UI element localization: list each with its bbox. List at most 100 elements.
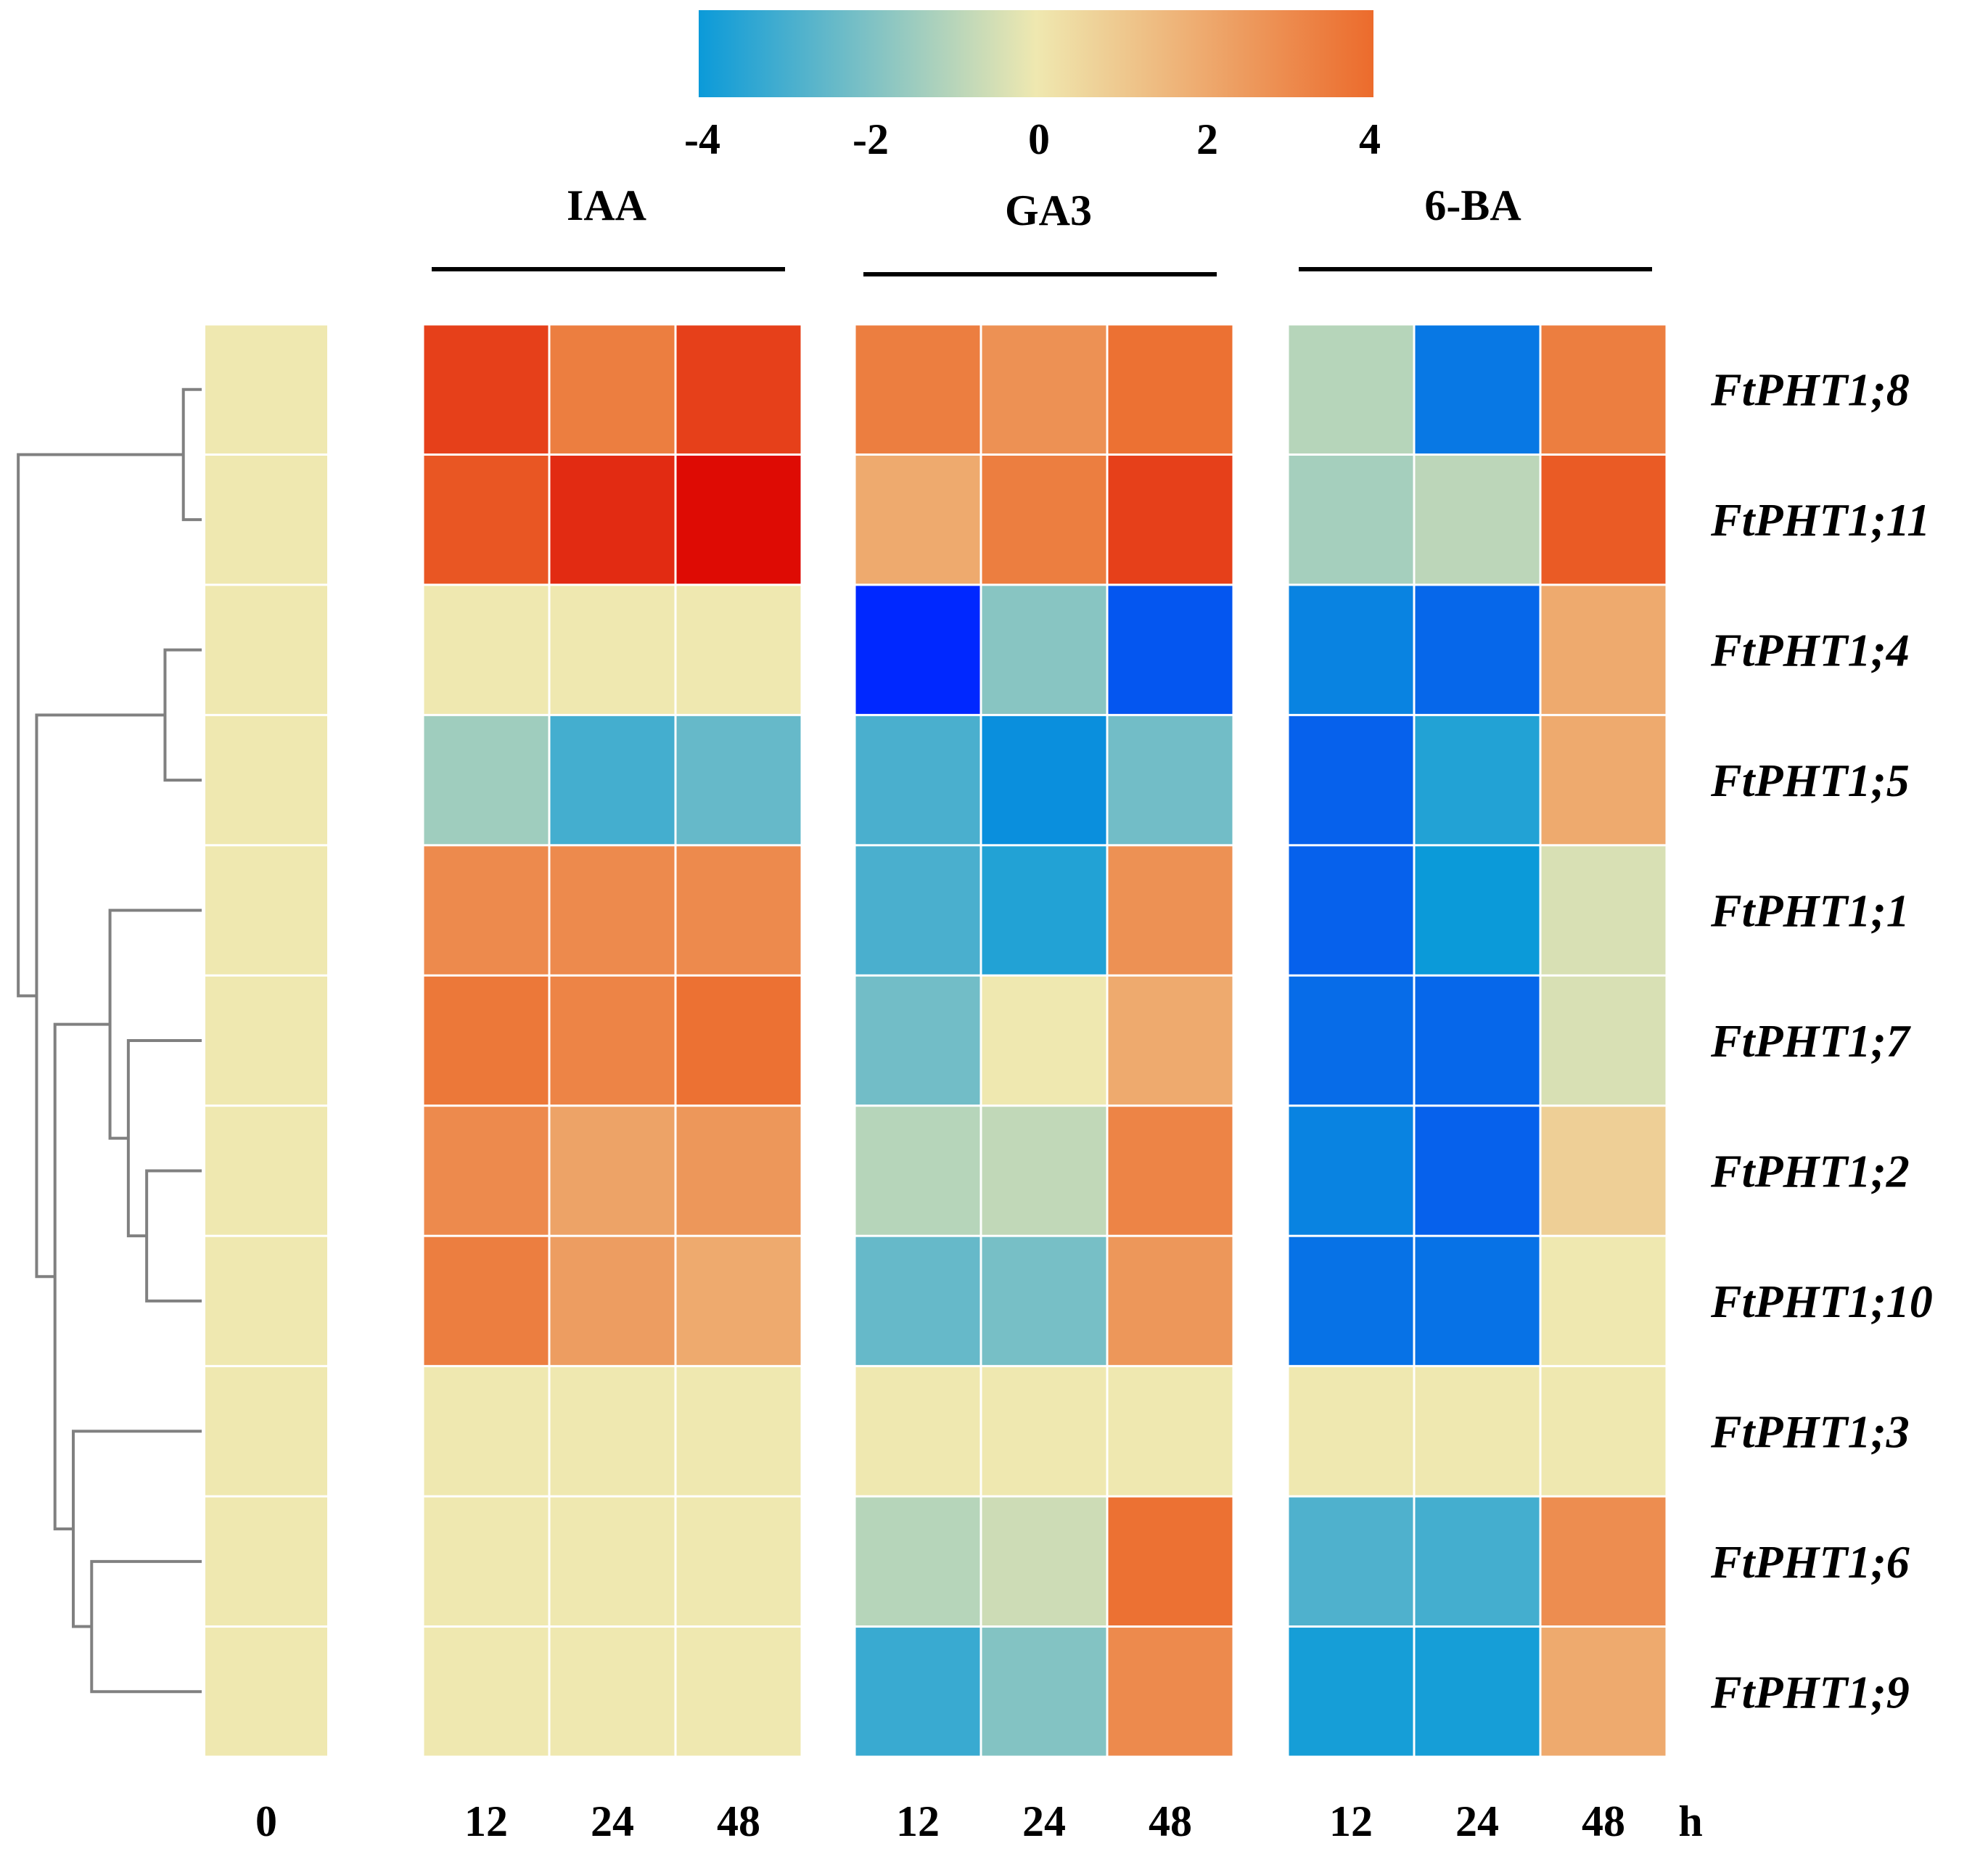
heatmap-cell	[1289, 715, 1413, 845]
gene-labels: FtPHT1;8 FtPHT1;11 FtPHT1;4 FtPHT1;5 FtPHT1;…	[1710, 364, 1933, 1718]
control-cell	[205, 455, 327, 584]
control-cell	[205, 1236, 327, 1366]
group-label-ga3: GA3	[1005, 186, 1092, 234]
time-label: 48	[1149, 1797, 1192, 1845]
heatmap-cell	[855, 325, 980, 454]
heatmap-cell	[1289, 1497, 1413, 1626]
heatmap-cell	[424, 586, 549, 714]
dendrogram-branch	[90, 1559, 202, 1694]
dendrogram-branch	[126, 1039, 202, 1238]
heatmap-cell	[1289, 1107, 1413, 1235]
heatmap-cell	[1108, 1628, 1233, 1756]
heatmap-cell	[1108, 455, 1233, 584]
heatmap-cell	[1415, 976, 1540, 1105]
gene-label: FtPHT1;7	[1710, 1015, 1912, 1067]
gene-label: FtPHT1;5	[1710, 755, 1910, 806]
dendrogram-branch	[181, 387, 202, 522]
heatmap-cell	[855, 1497, 980, 1626]
heatmap-cell	[982, 1628, 1106, 1756]
heatmap-cell	[424, 846, 549, 975]
heatmap-cell	[982, 325, 1106, 454]
heatmap-cell	[1289, 846, 1413, 975]
time-label: 24	[1022, 1797, 1066, 1845]
heatmap-cell	[550, 976, 675, 1105]
heatmap-cell	[1541, 586, 1666, 714]
control-cell	[205, 1628, 327, 1756]
heatmap-cell	[1289, 586, 1413, 714]
heatmap-cell	[424, 325, 549, 454]
gene-label: FtPHT1;8	[1710, 364, 1910, 416]
heatmap-cell	[424, 1107, 549, 1235]
dendrogram-branch	[108, 908, 202, 1140]
gene-label: FtPHT1;6	[1710, 1536, 1910, 1588]
heatmap-cell	[550, 1628, 675, 1756]
time-label: 48	[1582, 1797, 1625, 1845]
heatmap-cell	[550, 1497, 675, 1626]
heatmap-cell	[676, 1107, 801, 1235]
heatmap-cell	[424, 1628, 549, 1756]
heatmap-cell	[855, 976, 980, 1105]
heatmap-cell	[1541, 1628, 1666, 1756]
heatmap-cell	[424, 1236, 549, 1366]
dendrogram-branch	[53, 1022, 110, 1530]
heatmap-cell	[424, 1367, 549, 1496]
heatmap-cell	[1541, 976, 1666, 1105]
heatmap-cell	[1108, 1367, 1233, 1496]
gene-label: FtPHT1;1	[1710, 885, 1910, 937]
group-label-6ba: 6-BA	[1424, 181, 1521, 229]
heatmap-cell	[855, 1236, 980, 1366]
heatmap-cell	[676, 1497, 801, 1626]
time-label-control: 0	[255, 1797, 277, 1845]
time-label: 12	[896, 1797, 940, 1845]
heatmap-cell	[424, 715, 549, 845]
row-dendrogram	[17, 387, 202, 1694]
heatmap-cell	[676, 586, 801, 714]
heatmap-cell	[550, 325, 675, 454]
heatmap-cell	[1415, 455, 1540, 584]
dendrogram-branch	[145, 1169, 202, 1303]
control-cell	[205, 846, 327, 975]
colorbar-tick-label: 2	[1196, 115, 1218, 163]
heatmap-cell	[1541, 325, 1666, 454]
heatmap-cell	[1415, 1628, 1540, 1756]
heatmap-cell	[424, 455, 549, 584]
gene-label: FtPHT1;10	[1710, 1276, 1933, 1327]
colorbar-tick-label: -4	[684, 115, 720, 163]
heatmap-cell	[1108, 1236, 1233, 1366]
time-labels: 0 12 24 48 12 24 48 12 24 48 h	[255, 1797, 1703, 1845]
time-unit-label: h	[1678, 1797, 1702, 1845]
heatmap-cell	[550, 715, 675, 845]
control-cell	[205, 976, 327, 1105]
heatmap-cell	[982, 1367, 1106, 1496]
heatmap-cell	[855, 846, 980, 975]
heatmap-cell	[676, 1236, 801, 1366]
heatmap-cell	[1289, 325, 1413, 454]
heatmap-cell	[982, 1107, 1106, 1235]
gene-label: FtPHT1;4	[1710, 625, 1910, 676]
time-label: 24	[1455, 1797, 1499, 1845]
time-label: 24	[591, 1797, 634, 1845]
heatmap-cell	[1108, 1497, 1233, 1626]
control-cell	[205, 1497, 327, 1626]
heatmap-cell	[550, 1107, 675, 1235]
heatmap-cell	[855, 1107, 980, 1235]
heatmap-cell	[676, 1628, 801, 1756]
time-label: 48	[717, 1797, 760, 1845]
control-cell	[205, 1367, 327, 1496]
time-label: 12	[1329, 1797, 1373, 1845]
heatmap-cell	[676, 976, 801, 1105]
heatmap-cell	[1289, 1367, 1413, 1496]
heatmap-cell	[1541, 1107, 1666, 1235]
heatmap-cell	[676, 455, 801, 584]
heatmap-cell	[1541, 455, 1666, 584]
heatmap-cell	[1108, 715, 1233, 845]
heatmap-cell	[1289, 1628, 1413, 1756]
heatmap-cell	[1541, 715, 1666, 845]
heatmap-cell	[1289, 1236, 1413, 1366]
heatmap-cell	[1108, 1107, 1233, 1235]
control-cell	[205, 1107, 327, 1235]
heatmap-cell	[1541, 1497, 1666, 1626]
colorbar-tick-label: -2	[853, 115, 889, 163]
heatmap-cell	[1108, 846, 1233, 975]
